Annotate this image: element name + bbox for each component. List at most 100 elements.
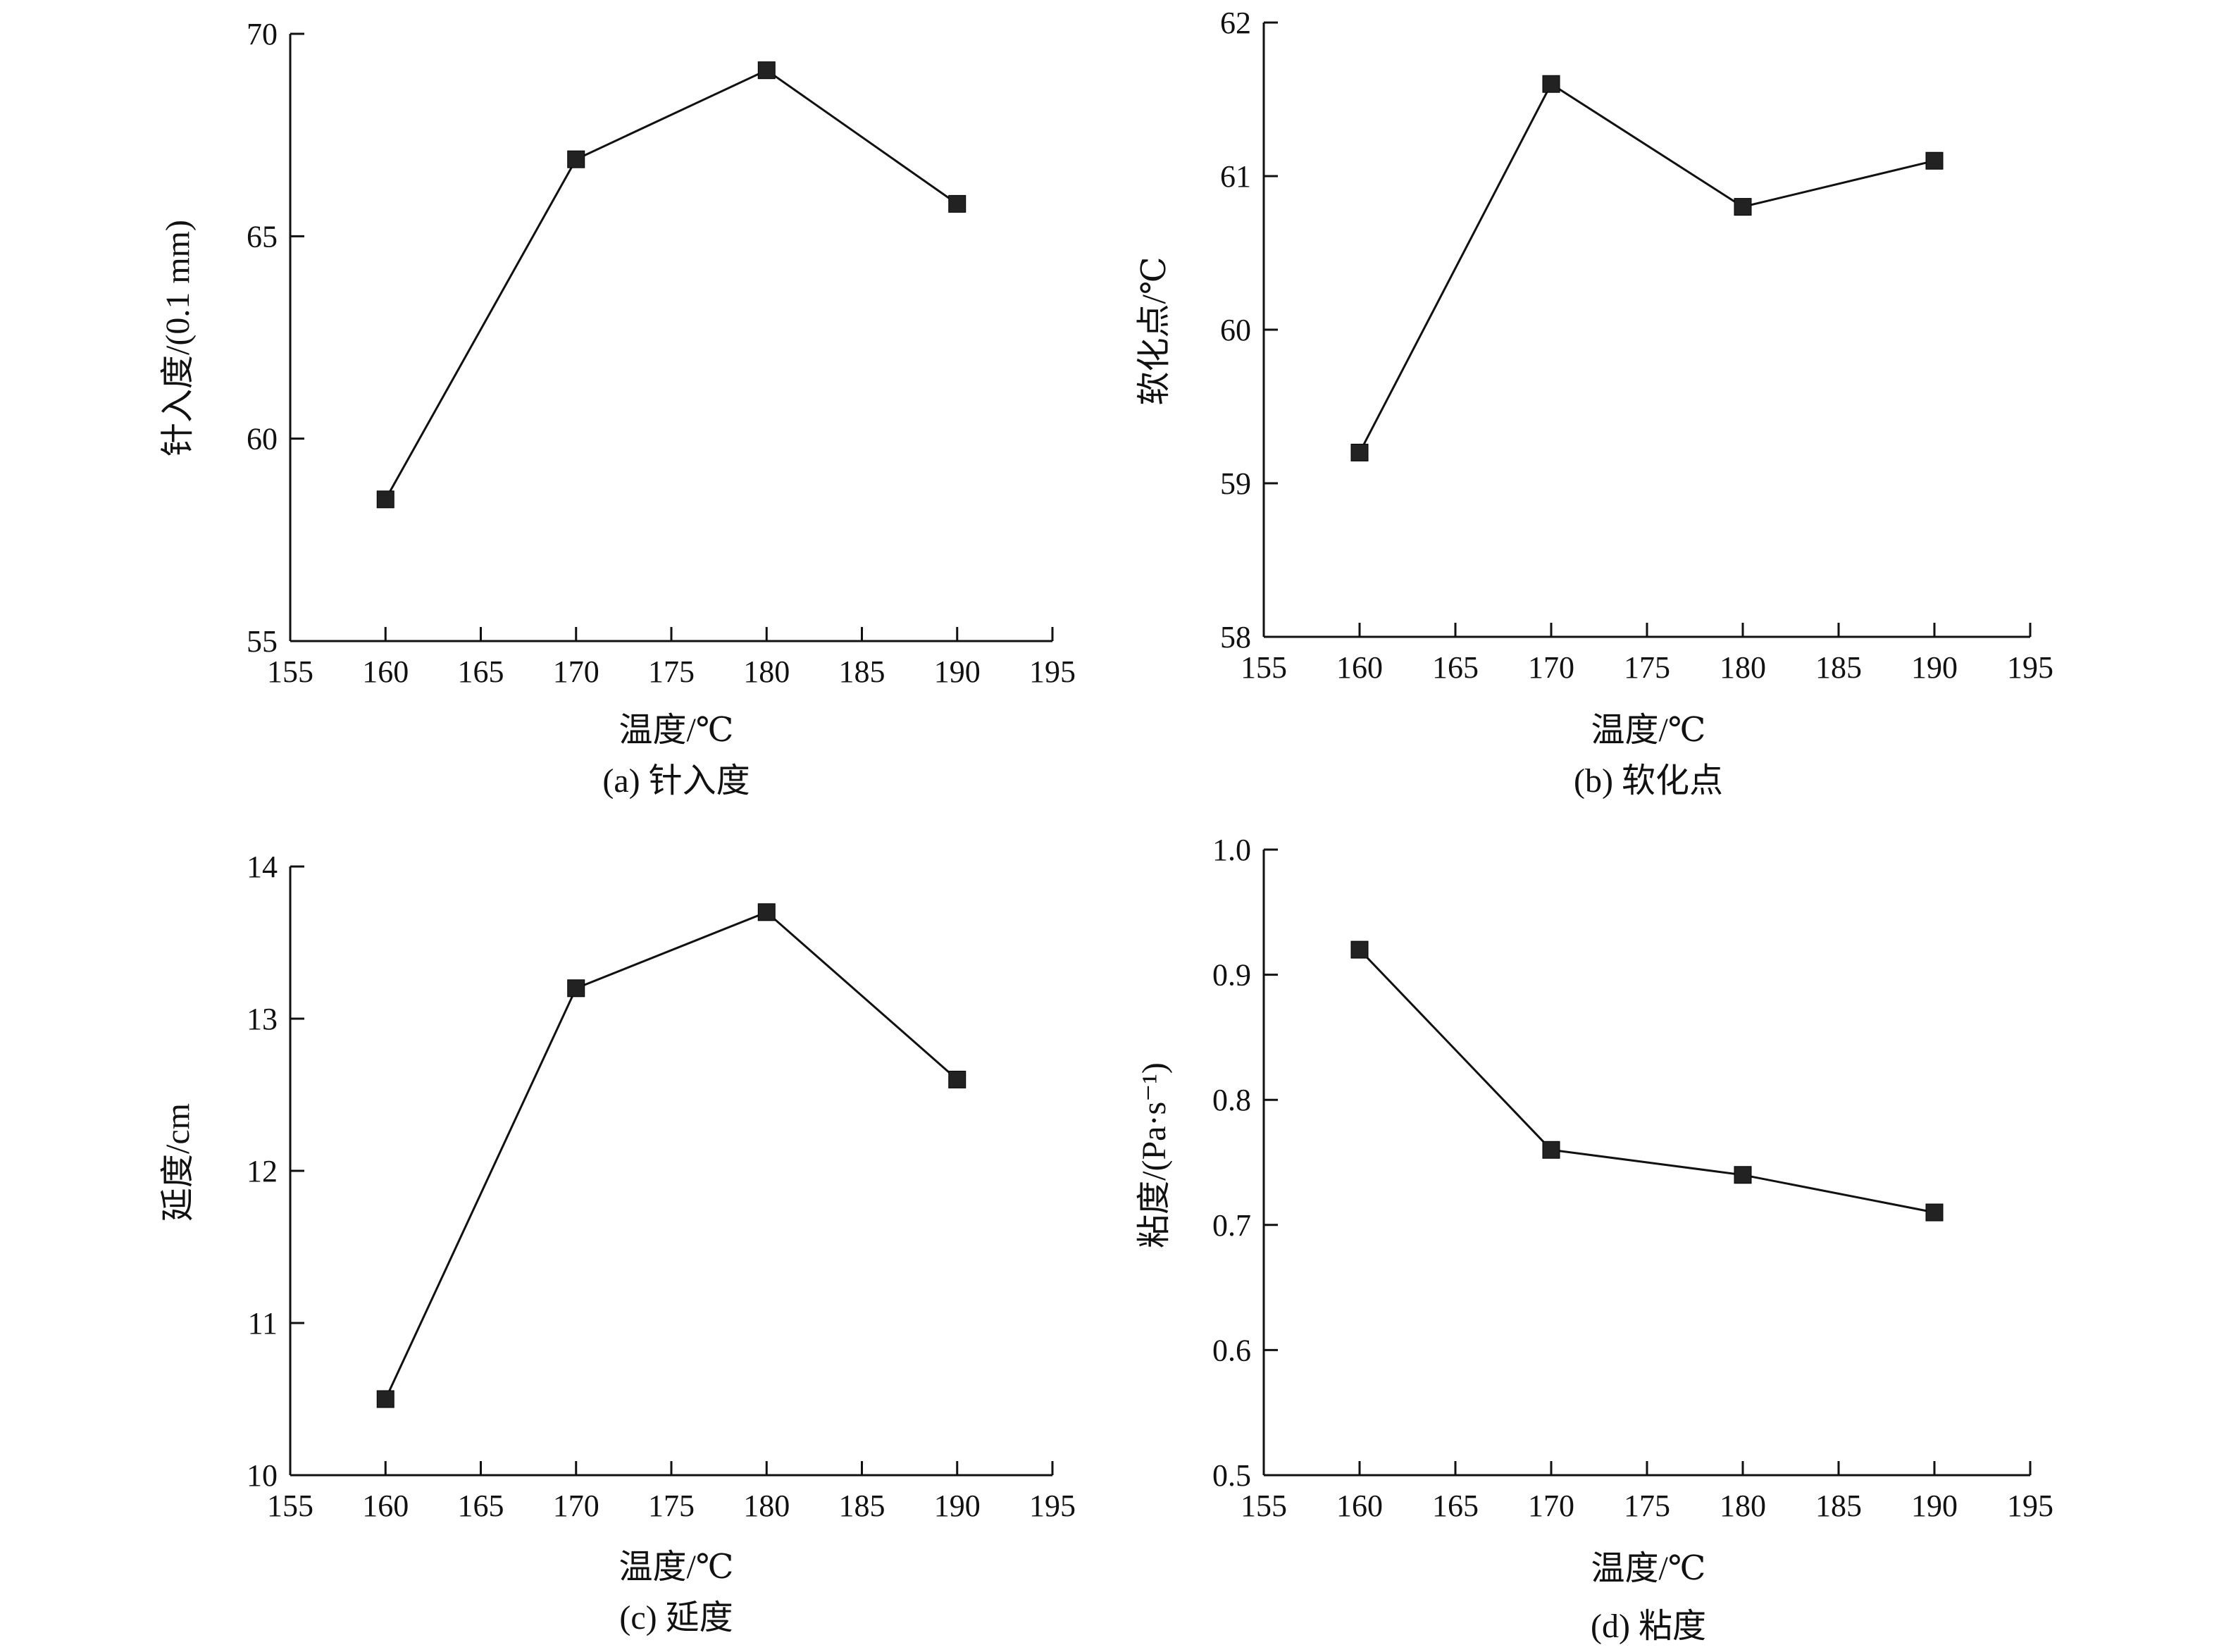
data-point [567, 979, 585, 998]
x-tick-label: 165 [458, 1489, 504, 1523]
x-tick-label: 160 [362, 1489, 409, 1523]
data-point [948, 194, 966, 213]
x-tick-label: 175 [648, 654, 695, 689]
x-tick-label: 170 [553, 1489, 599, 1523]
panel-c-ticks: 155 160 165 170 175 180 185 190 195 10 11 12 13 14 [247, 850, 1076, 1523]
data-point [1542, 1141, 1560, 1159]
panel-b-marks [1350, 75, 1944, 461]
panel-b-series-line [1358, 82, 1935, 454]
y-tick-label: 10 [247, 1458, 278, 1493]
data-point [757, 61, 776, 80]
panel-c: 155 160 165 170 175 180 185 190 195 10 11 12 13 14 温度… [159, 850, 1076, 1637]
x-tick-label: 165 [458, 654, 504, 689]
panel-a-caption: (a) 针入度 [602, 762, 750, 800]
panel-c-xlabel: 温度/℃ [619, 1548, 733, 1586]
x-tick-label: 170 [1528, 650, 1574, 685]
data-point [1542, 75, 1560, 93]
panel-d-marks [1350, 940, 1944, 1222]
panel-a-ticks: 155 160 165 170 175 180 185 190 195 55 60 65 70 [247, 17, 1076, 689]
data-point [1925, 151, 1944, 170]
data-point [948, 1070, 966, 1088]
x-tick-label: 180 [743, 1489, 790, 1523]
x-tick-label: 195 [2007, 1489, 2053, 1523]
panel-a-marks [376, 61, 966, 509]
y-tick-label: 61 [1220, 159, 1251, 194]
panel-a-series-line [384, 68, 958, 500]
data-point [376, 1390, 394, 1408]
x-tick-label: 170 [553, 654, 599, 689]
panel-d-ticks: 155 160 165 170 175 180 185 190 195 0.5 0.6 0.7 0.8 0… [1212, 833, 2053, 1523]
x-tick-label: 180 [743, 654, 790, 689]
panel-d: 155 160 165 170 175 180 185 190 195 0.5 0.6 0.7 0.8 0… [1136, 833, 2053, 1645]
panel-b-caption: (b) 软化点 [1574, 762, 1723, 800]
panel-c-marks [376, 903, 966, 1408]
y-tick-label: 58 [1220, 620, 1251, 654]
x-tick-label: 155 [267, 1489, 313, 1523]
panel-b-xlabel: 温度/℃ [1591, 712, 1705, 749]
data-point [1734, 1166, 1752, 1184]
x-tick-label: 190 [1911, 650, 1958, 685]
panel-a-xlabel: 温度/℃ [619, 712, 733, 749]
y-tick-label: 59 [1220, 466, 1251, 501]
panel-a: 155 160 165 170 175 180 185 190 195 55 60 65 70 温度/℃… [159, 17, 1076, 800]
x-tick-label: 195 [2007, 650, 2053, 685]
y-tick-label: 0.5 [1212, 1458, 1251, 1493]
panel-c-caption: (c) 延度 [619, 1599, 733, 1637]
x-tick-label: 175 [648, 1489, 695, 1523]
panel-d-series-line [1358, 949, 1935, 1214]
y-tick-label: 14 [247, 850, 278, 884]
panel-c-series-line [384, 911, 958, 1400]
x-tick-label: 185 [839, 1489, 885, 1523]
y-tick-label: 13 [247, 1002, 278, 1036]
data-point [757, 903, 776, 921]
y-tick-label: 11 [248, 1306, 278, 1341]
y-tick-label: 0.9 [1212, 958, 1251, 993]
panel-d-caption: (d) 粘度 [1591, 1608, 1706, 1645]
x-tick-label: 190 [934, 1489, 981, 1523]
data-point [1350, 443, 1369, 461]
y-tick-label: 0.7 [1212, 1208, 1251, 1243]
x-tick-label: 155 [267, 654, 313, 689]
x-tick-label: 175 [1624, 650, 1670, 685]
x-tick-label: 160 [1336, 650, 1383, 685]
panel-b-ylabel: 软化点/℃ [1136, 256, 1173, 405]
x-tick-label: 160 [1336, 1489, 1383, 1523]
x-tick-label: 160 [362, 654, 409, 689]
panel-b: 155 160 165 170 175 180 185 190 195 58 59 60 61 62 温度… [1136, 6, 2053, 800]
y-tick-label: 62 [1220, 6, 1251, 40]
y-tick-label: 0.6 [1212, 1333, 1251, 1367]
x-tick-label: 155 [1241, 1489, 1287, 1523]
x-tick-label: 180 [1720, 1489, 1766, 1523]
x-tick-label: 170 [1528, 1489, 1574, 1523]
x-tick-label: 195 [1029, 1489, 1076, 1523]
panel-b-ticks: 155 160 165 170 175 180 185 190 195 58 59 60 61 62 [1220, 6, 2053, 685]
data-point [567, 150, 585, 168]
x-tick-label: 190 [1911, 1489, 1958, 1523]
x-tick-label: 180 [1720, 650, 1766, 685]
panel-a-ylabel: 针入度/(0.1 mm) [159, 220, 197, 457]
panel-d-ylabel: 粘度/(Pa·s⁻¹) [1136, 1062, 1173, 1248]
x-tick-label: 190 [934, 654, 981, 689]
x-tick-label: 185 [1815, 650, 1862, 685]
data-point [1734, 198, 1752, 216]
y-tick-label: 60 [247, 422, 278, 457]
data-point [1350, 940, 1369, 959]
y-tick-label: 60 [1220, 313, 1251, 347]
x-tick-label: 185 [1815, 1489, 1862, 1523]
panel-c-ylabel: 延度/cm [159, 1103, 197, 1222]
data-point [376, 490, 394, 509]
x-tick-label: 165 [1432, 650, 1479, 685]
y-tick-label: 65 [247, 219, 278, 254]
x-tick-label: 175 [1624, 1489, 1670, 1523]
data-point [1925, 1203, 1944, 1222]
y-tick-label: 1.0 [1212, 833, 1251, 867]
panel-d-xlabel: 温度/℃ [1591, 1550, 1705, 1587]
x-tick-label: 155 [1241, 650, 1287, 685]
y-tick-label: 55 [247, 624, 278, 659]
x-tick-label: 165 [1432, 1489, 1479, 1523]
x-tick-label: 195 [1029, 654, 1076, 689]
y-tick-label: 70 [247, 17, 278, 51]
x-tick-label: 185 [839, 654, 885, 689]
y-tick-label: 0.8 [1212, 1083, 1251, 1117]
